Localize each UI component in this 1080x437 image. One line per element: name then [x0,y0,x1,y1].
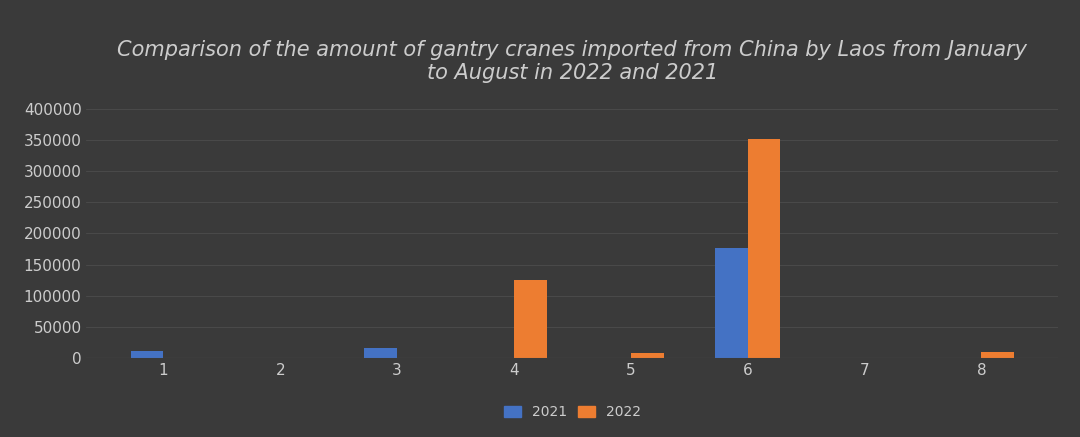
Bar [131,351,163,358]
Bar [715,248,747,358]
Bar [982,352,1014,358]
Bar [364,348,397,358]
Bar [747,139,781,358]
Bar [631,354,663,358]
Title: Comparison of the amount of gantry cranes imported from China by Laos from Janua: Comparison of the amount of gantry crane… [118,40,1027,83]
Bar [514,280,546,358]
Legend: 2021, 2022: 2021, 2022 [499,400,646,425]
